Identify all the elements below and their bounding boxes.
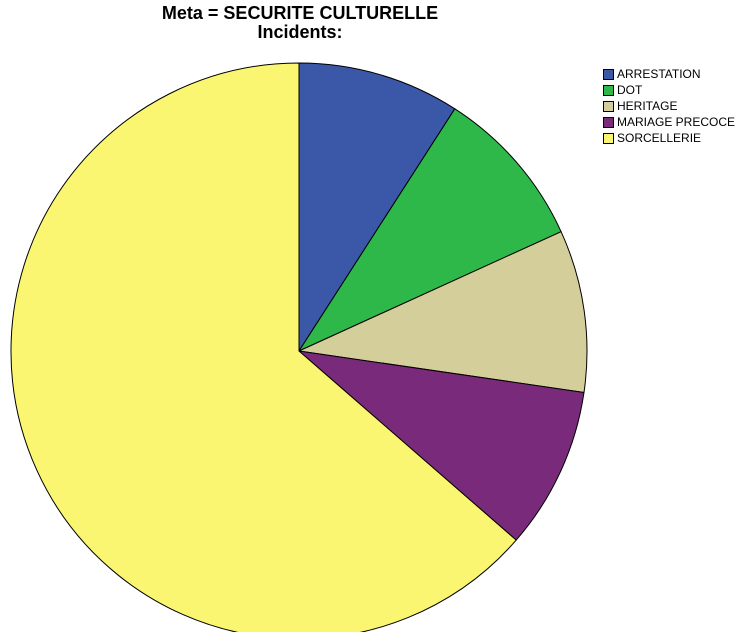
legend-swatch-arrestation (603, 68, 614, 80)
legend-swatch-heritage (603, 100, 614, 112)
legend-item-sorcellerie: SORCELLERIE (603, 130, 735, 146)
legend-swatch-mariage-precoce (603, 116, 614, 128)
chart-title: Meta = SECURITE CULTURELLE Incidents: (0, 4, 600, 42)
pie-slice-heritage (298, 231, 588, 393)
chart-subtitle: Incidents: (257, 22, 343, 42)
pie-slice-dot (298, 108, 562, 352)
legend-swatch-dot (603, 84, 614, 96)
legend-item-dot: DOT (603, 82, 735, 98)
legend-item-mariage-precoce: MARIAGE PRECOCE (603, 114, 735, 130)
legend-label-arrestation: ARRESTATION (617, 67, 701, 81)
legend-label-sorcellerie: SORCELLERIE (617, 131, 702, 145)
pie-slice-mariage-precoce (298, 350, 585, 541)
chart-title-main: Meta = SECURITE CULTURELLE (161, 3, 439, 23)
pie-slice-sorcellerie (10, 62, 517, 632)
legend-label-mariage-precoce: MARIAGE PRECOCE (617, 115, 736, 129)
legend-label-heritage: HERITAGE (617, 99, 678, 113)
legend-swatch-sorcellerie (603, 132, 614, 144)
legend-label-dot: DOT (617, 83, 643, 97)
pie-slice-arrestation (298, 62, 456, 352)
legend-item-arrestation: ARRESTATION (603, 66, 735, 82)
legend: ARRESTATION DOT HERITAGE MARIAGE PRECOCE… (603, 66, 735, 146)
legend-item-heritage: HERITAGE (603, 98, 735, 114)
